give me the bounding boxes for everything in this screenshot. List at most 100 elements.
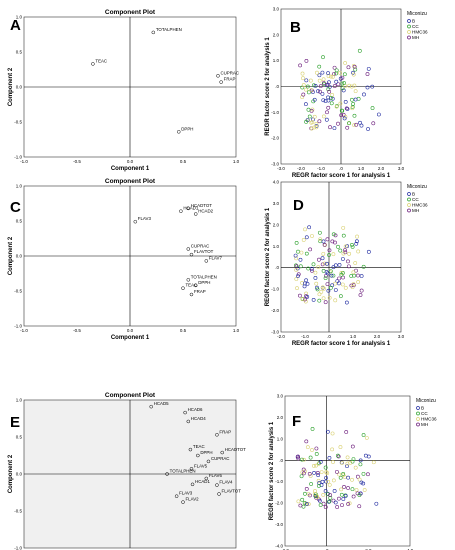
score-point: [319, 470, 324, 474]
point-label: DPPH: [200, 450, 212, 455]
point-label: DPPH: [181, 126, 193, 131]
score-point: [302, 284, 307, 289]
y-tick-label: 0.5: [16, 219, 23, 224]
score-point: [296, 274, 300, 278]
score-point: [302, 457, 306, 462]
point-label: FLAV3: [138, 216, 152, 221]
legend-entry: MH: [412, 35, 419, 40]
y-tick-label: -3.0: [271, 162, 279, 167]
score-point: [341, 225, 346, 230]
score-point: [320, 256, 325, 261]
loading-point: [193, 212, 198, 216]
score-point: [352, 83, 357, 88]
score-point: [304, 119, 309, 124]
point-label: FLAVTOT: [222, 488, 242, 493]
legend-marker: [407, 208, 411, 213]
score-point: [321, 98, 326, 103]
x-tick-label: 1.0: [233, 159, 240, 164]
x-tick-label: 3.0: [398, 166, 405, 171]
score-point: [325, 492, 330, 496]
score-point: [322, 286, 326, 291]
point-label: HCADTOT: [225, 447, 246, 452]
score-point: [353, 67, 358, 72]
score-point: [346, 259, 350, 264]
point-label: FLAV6: [209, 473, 223, 478]
y-tick-label: 2.0: [273, 222, 280, 227]
y-tick-label: .0: [275, 265, 279, 270]
loading-point: [188, 447, 193, 452]
score-point: [315, 285, 319, 290]
score-point: [318, 89, 322, 94]
score-point: [325, 471, 330, 475]
loading-point: [196, 453, 200, 458]
score-point: [351, 282, 356, 287]
score-point: [300, 297, 305, 302]
y-tick-label: 3.0: [277, 394, 284, 399]
score-point: [351, 494, 356, 499]
score-point: [357, 493, 362, 498]
score-point: [316, 265, 321, 269]
score-point: [308, 474, 313, 478]
score-point: [342, 475, 347, 479]
score-point: [344, 106, 349, 111]
loading-point: [216, 74, 220, 78]
score-point: [294, 267, 299, 272]
score-point: [339, 272, 344, 277]
score-point: [323, 505, 328, 509]
y-tick-label: 4.0: [273, 180, 280, 185]
x-tick-label: .0: [327, 334, 331, 339]
score-point: [331, 478, 336, 483]
score-point: [305, 445, 310, 450]
score-point: [339, 108, 344, 113]
panel-letter: A: [10, 17, 21, 34]
score-point: [352, 113, 357, 118]
score-point: [344, 430, 349, 434]
score-point: [314, 495, 319, 500]
score-point: [318, 460, 323, 464]
x-tick-label: 2.0: [365, 548, 372, 550]
score-point: [346, 264, 351, 269]
score-point: [356, 280, 361, 284]
point-label: FLAV3: [179, 491, 193, 496]
score-point: [304, 291, 308, 296]
loading-point: [151, 30, 156, 35]
score-point: [352, 123, 357, 128]
score-point: [311, 297, 316, 302]
score-point: [355, 239, 359, 244]
legend-entry: CC: [421, 411, 428, 416]
y-tick-label: 1.0: [273, 244, 280, 249]
score-point: [318, 84, 323, 89]
loading-point: [177, 130, 181, 134]
score-point: [357, 477, 362, 482]
score-point: [322, 261, 327, 266]
score-point: [350, 243, 354, 247]
y-tick-label: 0.0: [16, 472, 23, 477]
score-point: [371, 121, 376, 126]
loading-point: [189, 467, 194, 471]
score-point: [323, 99, 328, 103]
legend-marker: [416, 422, 420, 427]
score-point: [364, 435, 369, 440]
chart-title: Component Plot: [105, 9, 156, 16]
score-point: [315, 70, 319, 75]
score-point: [321, 296, 326, 301]
point-label: FLAV5: [194, 463, 208, 468]
legend-marker: [407, 192, 411, 196]
score-point: [324, 475, 328, 480]
score-point: [325, 271, 330, 276]
score-point: [347, 83, 352, 88]
score-point: [294, 240, 299, 245]
legend-marker: [416, 417, 420, 421]
point-label: HCADTOT: [191, 203, 212, 208]
score-point: [296, 454, 300, 459]
score-point: [350, 106, 355, 111]
score-point: [365, 85, 370, 90]
loading-point: [91, 62, 95, 66]
score-point: [356, 273, 360, 278]
score-point: [299, 250, 304, 255]
y-tick-label: -3.0: [271, 330, 279, 335]
score-point: [313, 489, 317, 493]
